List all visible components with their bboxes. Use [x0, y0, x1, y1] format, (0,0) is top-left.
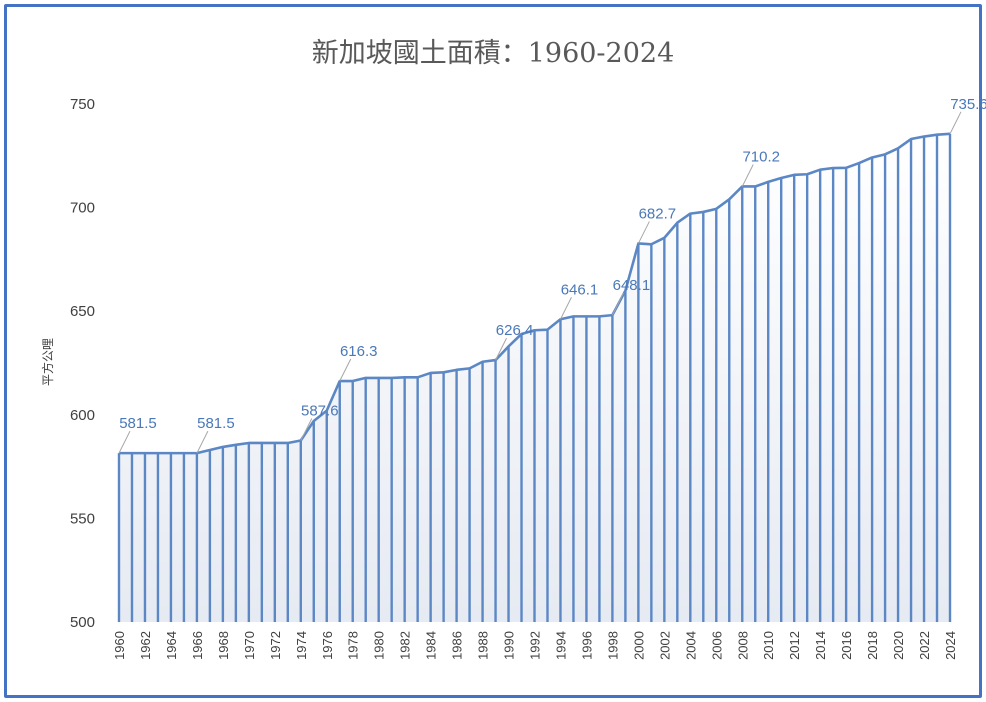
x-tick-label-1998: 1998	[605, 631, 620, 660]
data-label-1966: 581.5	[197, 415, 235, 432]
x-tick-label-2000: 2000	[631, 631, 646, 660]
data-label-1960: 581.5	[119, 415, 157, 432]
x-tick-label-2018: 2018	[865, 631, 880, 660]
y-tick-label-650: 650	[70, 303, 95, 320]
data-label-1974: 587.6	[301, 402, 339, 419]
data-label-1977: 616.3	[340, 343, 378, 360]
x-tick-label-1960: 1960	[112, 631, 127, 660]
x-tick-label-1980: 1980	[372, 631, 387, 660]
data-label-leader-1994	[560, 297, 572, 320]
data-label-leader-2024	[949, 111, 962, 135]
x-tick-label-1992: 1992	[528, 631, 543, 660]
data-label-leader-2008	[741, 164, 754, 187]
x-tick-label-1974: 1974	[294, 631, 309, 660]
y-tick-label-750: 750	[70, 96, 95, 113]
x-tick-label-1968: 1968	[216, 631, 231, 660]
x-tick-label-1984: 1984	[424, 631, 439, 660]
data-label-leader-1974	[300, 418, 313, 441]
data-label-leader-1960	[118, 430, 131, 454]
y-tick-label-550: 550	[70, 510, 95, 527]
data-label-2024: 735.6	[950, 96, 986, 113]
x-tick-label-2008: 2008	[735, 631, 750, 660]
x-tick-label-1966: 1966	[190, 631, 205, 660]
x-tick-label-2006: 2006	[709, 631, 724, 660]
x-tick-label-2022: 2022	[917, 631, 932, 660]
data-label-2008: 710.2	[742, 148, 780, 165]
x-tick-label-1970: 1970	[242, 631, 257, 660]
x-tick-label-1990: 1990	[502, 631, 517, 660]
data-label-1989: 626.4	[496, 322, 534, 339]
data-label-leader-1977	[339, 358, 352, 382]
x-tick-label-1996: 1996	[579, 631, 594, 660]
data-label-leader-1966	[196, 430, 209, 454]
y-tick-label-600: 600	[70, 407, 95, 424]
x-tick-label-1976: 1976	[320, 631, 335, 660]
data-label-leader-2000	[637, 221, 650, 244]
y-tick-label-700: 700	[70, 200, 95, 217]
x-tick-label-1972: 1972	[268, 631, 283, 660]
y-axis-label: 平方公哩	[40, 338, 55, 386]
x-tick-label-2004: 2004	[683, 631, 698, 660]
x-tick-label-1988: 1988	[476, 631, 491, 660]
x-tick-label-2024: 2024	[943, 631, 958, 660]
chart-title: 新加坡國土面積：1960-2024	[312, 38, 675, 69]
data-label-1994: 646.1	[561, 281, 599, 298]
x-tick-label-1982: 1982	[398, 631, 413, 660]
series-line	[119, 132, 951, 455]
x-tick-label-1964: 1964	[164, 631, 179, 660]
x-tick-label-1962: 1962	[138, 631, 153, 660]
x-tick-label-1978: 1978	[346, 631, 361, 660]
x-tick-label-2016: 2016	[839, 631, 854, 660]
x-tick-label-2012: 2012	[787, 631, 802, 660]
data-label-1998: 648.1	[613, 277, 651, 294]
x-tick-label-2020: 2020	[891, 631, 906, 660]
data-label-leader-1989	[495, 337, 507, 361]
x-tick-label-2002: 2002	[657, 631, 672, 660]
y-tick-label-500: 500	[70, 614, 95, 631]
x-tick-label-2010: 2010	[761, 631, 776, 660]
plot-area: 500 550 600 650 700 750 1960 1962 1964 1966 1968 19…	[70, 96, 986, 660]
x-tick-label-1994: 1994	[553, 631, 568, 660]
x-tick-label-2014: 2014	[813, 631, 828, 660]
data-label-leader-1998	[611, 292, 624, 316]
data-label-2000: 682.7	[639, 205, 677, 222]
x-tick-label-1986: 1986	[450, 631, 465, 660]
